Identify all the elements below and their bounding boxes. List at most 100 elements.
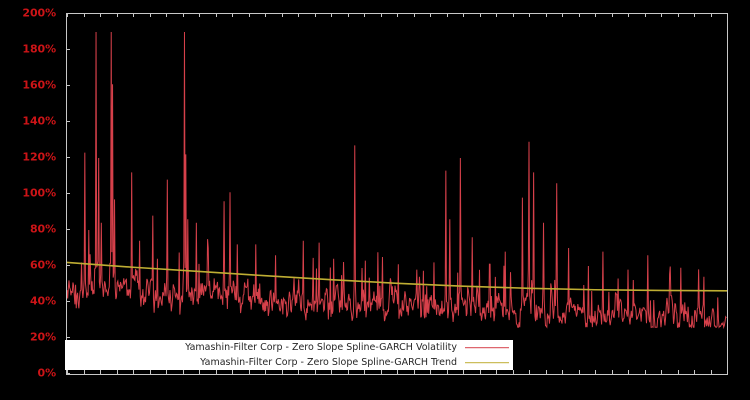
x-axis-tick-mark — [446, 370, 448, 374]
volatility-series-line — [67, 31, 727, 330]
x-axis-tick-mark — [463, 13, 464, 17]
y-axis-tick-label: 160% — [22, 78, 56, 92]
x-axis-tick-mark — [100, 370, 101, 374]
chart-legend: Yamashin-Filter Corp - Zero Slope Spline… — [65, 340, 513, 370]
x-axis-tick-mark — [578, 13, 580, 17]
x-axis-tick-mark — [463, 370, 464, 374]
y-axis-tick-label: 20% — [29, 330, 56, 344]
x-axis-tick-mark — [199, 13, 200, 17]
x-axis-tick-mark — [727, 370, 728, 374]
x-axis-tick-mark — [67, 13, 68, 17]
series-canvas — [67, 31, 727, 330]
x-axis-tick-mark — [710, 13, 712, 17]
x-axis-tick-mark — [479, 370, 481, 374]
y-axis-tick-mark — [66, 193, 70, 194]
x-axis-tick-mark — [149, 370, 151, 374]
x-axis-tick-mark — [182, 370, 184, 374]
x-axis-tick-mark — [496, 370, 497, 374]
x-axis-tick-mark — [347, 13, 349, 17]
x-axis-tick-mark — [314, 13, 316, 17]
y-axis-tick-label: 200% — [22, 6, 56, 20]
x-axis-tick-mark — [265, 370, 266, 374]
x-axis-tick-mark — [83, 370, 85, 374]
x-axis-tick-mark — [562, 13, 563, 17]
y-axis-tick-mark — [66, 85, 70, 86]
x-axis-tick-mark — [380, 370, 382, 374]
x-axis-tick-mark — [545, 13, 547, 17]
plot-area — [66, 13, 728, 375]
x-axis-tick-mark — [116, 13, 118, 17]
x-axis-tick-mark — [364, 13, 365, 17]
x-axis-tick-mark — [281, 370, 283, 374]
x-axis-tick-mark — [67, 370, 68, 374]
x-axis-tick-mark — [347, 370, 349, 374]
y-axis-tick-label: 140% — [22, 114, 56, 128]
x-axis-tick-mark — [380, 13, 382, 17]
x-axis-tick-mark — [446, 13, 448, 17]
x-axis-tick-mark — [397, 13, 398, 17]
y-axis-tick-label: 40% — [29, 294, 56, 308]
legend-line-swatch-volatility — [465, 343, 509, 353]
x-axis-tick-mark — [232, 370, 233, 374]
x-axis-tick-mark — [694, 13, 695, 17]
x-axis-tick-mark — [232, 13, 233, 17]
x-axis-tick-mark — [281, 13, 283, 17]
x-axis-tick-mark — [529, 370, 530, 374]
x-axis-tick-mark — [430, 13, 431, 17]
legend-entry-volatility: Yamashin-Filter Corp - Zero Slope Spline… — [65, 340, 513, 355]
x-axis-tick-mark — [430, 370, 431, 374]
x-axis-tick-mark — [677, 13, 679, 17]
x-axis-tick-mark — [512, 13, 514, 17]
x-axis-tick-mark — [611, 13, 613, 17]
x-axis-tick-mark — [133, 370, 134, 374]
x-axis-tick-mark — [677, 370, 679, 374]
x-axis-tick-mark — [661, 13, 662, 17]
x-axis-tick-mark — [182, 13, 184, 17]
x-axis-tick-mark — [314, 370, 316, 374]
legend-entry-trend: Yamashin-Filter Corp - Zero Slope Spline… — [65, 355, 513, 370]
legend-line-swatch-trend — [465, 358, 509, 368]
x-axis-tick-mark — [644, 13, 646, 17]
legend-label-trend: Yamashin-Filter Corp - Zero Slope Spline… — [200, 356, 457, 368]
y-axis-tick-label: 80% — [29, 222, 56, 236]
x-axis-tick-mark — [83, 13, 85, 17]
legend-label-volatility: Yamashin-Filter Corp - Zero Slope Spline… — [185, 341, 457, 353]
x-axis-tick-mark — [331, 13, 332, 17]
y-axis: 0% 20% 40% 60% 80% 100% 120% 140% 160% 180% 200% — [0, 0, 66, 400]
x-axis-tick-mark — [248, 370, 250, 374]
x-axis-tick-mark — [710, 370, 712, 374]
x-axis-tick-mark — [595, 13, 596, 17]
x-axis-tick-mark — [265, 13, 266, 17]
y-axis-tick-label: 0% — [37, 366, 57, 380]
x-axis-tick-mark — [529, 13, 530, 17]
y-axis-tick-mark — [66, 301, 70, 302]
x-axis-tick-mark — [562, 370, 563, 374]
y-axis-tick-mark — [66, 265, 70, 266]
x-axis-tick-mark — [595, 370, 596, 374]
x-axis-tick-mark — [215, 370, 217, 374]
x-axis-tick-mark — [298, 13, 299, 17]
y-axis-tick-label: 120% — [22, 150, 56, 164]
y-axis-tick-mark — [66, 157, 70, 158]
y-axis-tick-mark — [66, 373, 70, 374]
x-axis-tick-mark — [578, 370, 580, 374]
y-axis-tick-mark — [66, 49, 70, 50]
y-axis-tick-mark — [66, 337, 70, 338]
x-axis-tick-mark — [512, 370, 514, 374]
x-axis-tick-mark — [166, 13, 167, 17]
x-axis-tick-mark — [496, 13, 497, 17]
x-axis-tick-mark — [661, 370, 662, 374]
x-axis-tick-mark — [116, 370, 118, 374]
x-axis-tick-mark — [199, 370, 200, 374]
y-axis-tick-mark — [66, 13, 70, 14]
x-axis-tick-mark — [298, 370, 299, 374]
x-axis-tick-mark — [364, 370, 365, 374]
x-axis-tick-mark — [628, 370, 629, 374]
x-axis-tick-mark — [413, 13, 415, 17]
x-axis-tick-mark — [694, 370, 695, 374]
y-axis-tick-label: 60% — [29, 258, 56, 272]
x-axis-tick-mark — [133, 13, 134, 17]
x-axis-tick-mark — [479, 13, 481, 17]
x-axis-tick-mark — [331, 370, 332, 374]
